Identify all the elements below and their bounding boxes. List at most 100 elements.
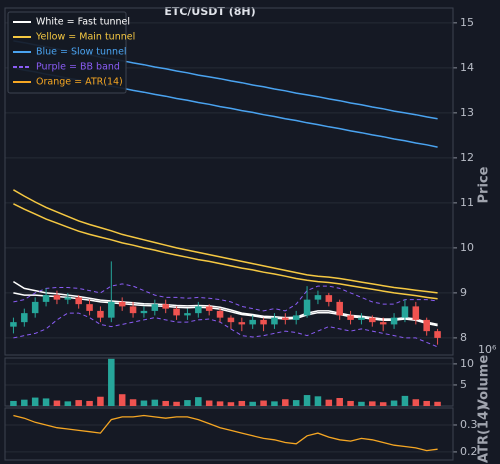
candle-body — [21, 313, 28, 323]
candle-body — [271, 317, 278, 325]
y-tick-label: 15 — [460, 16, 474, 29]
volume-bar — [347, 400, 354, 406]
volume-bar — [401, 395, 409, 406]
volume-bar — [292, 400, 300, 406]
volume-bar — [75, 400, 82, 406]
volume-bar — [162, 400, 169, 406]
volume-bar — [129, 399, 137, 406]
candle-body — [42, 295, 50, 302]
y-axis-label: Volume — [477, 355, 492, 410]
volume-bar — [358, 401, 365, 406]
candle-body — [227, 317, 235, 323]
volume-bar — [379, 402, 387, 406]
volume-bar — [195, 397, 202, 406]
y-tick-label: 12 — [460, 151, 474, 164]
volume-bar — [118, 394, 126, 406]
volume-bar — [216, 401, 224, 406]
candle-body — [140, 310, 148, 314]
candle-body — [108, 301, 115, 318]
candle-body — [401, 306, 409, 318]
volume-bar — [42, 398, 50, 406]
y-tick-label: 0.3 — [460, 418, 478, 431]
volume-bar — [140, 400, 148, 406]
volume-bar — [336, 398, 343, 406]
volume-bar — [173, 401, 180, 406]
panel-frame — [4, 407, 454, 461]
volume-bar — [227, 402, 235, 406]
volume-bar — [53, 400, 61, 406]
volume-bar — [108, 358, 115, 406]
y-tick-label: 14 — [460, 61, 474, 74]
tunnel-line — [13, 292, 438, 327]
volume-bar — [151, 399, 159, 406]
legend-box — [7, 11, 127, 94]
legend-label: Purple = BB band — [36, 62, 120, 73]
y-axis-label: ATR(14) — [477, 405, 492, 463]
panel-frame — [4, 7, 454, 356]
candle-body — [205, 306, 213, 311]
volume-bar — [64, 401, 72, 406]
volume-bar — [184, 400, 191, 406]
candle-body — [184, 313, 191, 316]
candle-body — [314, 295, 322, 300]
volume-bar — [434, 401, 441, 406]
candle-body — [325, 295, 333, 302]
y-tick-label: 10 — [460, 357, 474, 370]
candle-body — [216, 310, 224, 318]
volume-bar — [205, 400, 213, 406]
candle-body — [238, 322, 246, 325]
candle-body — [423, 319, 430, 332]
candle-body — [358, 317, 365, 320]
candle-body — [64, 297, 72, 300]
y-axis-label: Price — [477, 166, 492, 203]
tunnel-line — [13, 189, 438, 294]
candle-body — [118, 301, 126, 307]
candle-body — [75, 297, 82, 305]
candle-body — [390, 317, 398, 325]
volume-bar — [271, 401, 278, 406]
y-tick-label: 10 — [460, 241, 474, 254]
volume-bar — [303, 395, 311, 406]
volume-bar — [412, 399, 420, 406]
candle-body — [303, 299, 311, 316]
y-tick-label: 0.2 — [460, 445, 478, 458]
legend-label: Yellow = Main tunnel — [35, 32, 135, 43]
candle-body — [151, 304, 159, 311]
atr-line — [13, 414, 438, 452]
volume-bar — [238, 400, 246, 406]
candle-body — [434, 331, 441, 338]
volume-bar — [314, 396, 322, 406]
tunnel-line — [13, 203, 438, 300]
volume-bar — [249, 401, 256, 406]
volume-bar — [21, 399, 28, 406]
candle-body — [282, 317, 289, 320]
volume-bar — [86, 400, 93, 406]
candle-body — [53, 295, 61, 300]
volume-bar — [97, 396, 104, 406]
volume-bar — [369, 401, 376, 406]
candle-body — [336, 301, 343, 316]
candle-body — [249, 319, 256, 325]
chart-title: ETC/USDT (8H) — [164, 5, 255, 18]
volume-bar — [282, 399, 289, 406]
axis-offset: 10⁶ — [478, 343, 497, 356]
candle-body — [129, 306, 137, 314]
volume-bar — [260, 400, 267, 406]
candle-body — [173, 308, 180, 316]
volume-bar — [423, 400, 430, 406]
tunnel-line — [13, 312, 438, 348]
candle-body — [162, 304, 169, 309]
legend-label: Orange = ATR(14) — [36, 77, 123, 88]
candle-body — [292, 315, 300, 320]
volume-bar — [31, 397, 39, 406]
candle-body — [86, 304, 93, 311]
volume-bar — [10, 400, 17, 406]
plot-area — [13, 414, 438, 452]
candle-body — [195, 306, 202, 314]
plot-area — [10, 358, 441, 406]
candle-body — [412, 306, 420, 320]
candle-body — [260, 319, 267, 325]
candle-body — [97, 310, 104, 318]
y-tick-label: 11 — [460, 196, 474, 209]
